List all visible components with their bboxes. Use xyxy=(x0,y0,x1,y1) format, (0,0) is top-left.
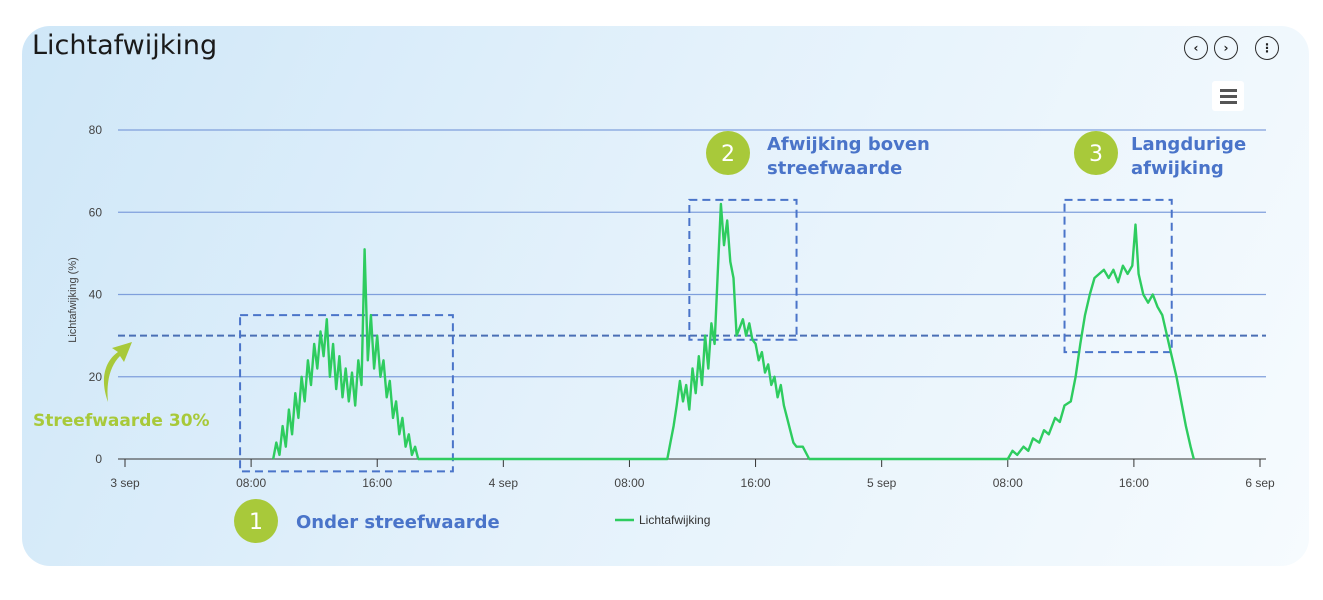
annotation-box-3 xyxy=(1063,198,1173,354)
y-tick-label: 20 xyxy=(89,370,103,384)
callout-badge-3 xyxy=(1074,131,1118,175)
callout-number: 3 xyxy=(1089,142,1103,167)
callout-badge-2 xyxy=(706,131,750,175)
x-tick-label: 3 sep xyxy=(110,476,140,490)
x-tick-label: 08:00 xyxy=(236,476,266,490)
more-vertical-icon: ⋮ xyxy=(1261,41,1273,55)
chart-card xyxy=(22,26,1309,566)
y-tick-label: 80 xyxy=(89,123,103,137)
callout-text: afwijking xyxy=(1131,158,1224,179)
x-tick-label: 16:00 xyxy=(362,476,392,490)
x-axis: 3 sep 08:00 16:00 4 sep 08:00 16:00 5 sep 08:00… xyxy=(110,458,1275,490)
card-title: Lichtafwijking xyxy=(32,30,218,61)
hamburger-menu-icon[interactable] xyxy=(1212,81,1244,111)
callout-number: 1 xyxy=(249,510,263,535)
x-tick-label: 6 sep xyxy=(1245,476,1275,490)
curved-arrow-icon xyxy=(103,342,132,402)
x-tick-label: 4 sep xyxy=(489,476,519,490)
y-tick-label: 40 xyxy=(89,288,103,302)
more-button[interactable]: ⋮ xyxy=(1255,36,1279,60)
y-axis-label: Lichtafwijking (%) xyxy=(67,257,79,343)
y-tick-label: 0 xyxy=(95,452,102,466)
annotation-box-2 xyxy=(688,198,798,341)
y-tick-label: 60 xyxy=(89,205,103,219)
callout-number: 2 xyxy=(721,142,735,167)
callout-badge-1 xyxy=(234,499,278,543)
x-tick-label: 16:00 xyxy=(741,476,771,490)
series xyxy=(272,202,1195,461)
x-tick-label: 08:00 xyxy=(993,476,1023,490)
annotation-box-1 xyxy=(239,314,454,473)
callout-text: Afwijking boven xyxy=(767,134,930,155)
callout-text: streefwaarde xyxy=(767,158,902,179)
x-tick-label: 16:00 xyxy=(1119,476,1149,490)
next-button[interactable]: › xyxy=(1214,36,1238,60)
legend[interactable]: Lichtafwijking xyxy=(615,513,710,527)
annotation-boxes xyxy=(239,198,1173,473)
x-tick-label: 08:00 xyxy=(614,476,644,490)
chevron-left-icon: ‹ xyxy=(1193,41,1199,55)
x-tick-label: 5 sep xyxy=(867,476,897,490)
callout-text: Onder streefwaarde xyxy=(296,512,500,533)
target-label: Streefwaarde 30% xyxy=(33,411,210,431)
chevron-right-icon: › xyxy=(1223,41,1229,55)
y-axis: 0 20 40 60 80 xyxy=(89,123,103,466)
callouts: 1 Onder streefwaarde 2 Afwijking boven stree… xyxy=(234,131,1246,543)
target-label: Streefwaarde 30% xyxy=(33,342,210,431)
series-line-lichtafwijking xyxy=(272,202,1195,461)
legend-label[interactable]: Lichtafwijking xyxy=(639,513,710,527)
prev-button[interactable]: ‹ xyxy=(1184,36,1208,60)
callout-text: Langdurige xyxy=(1131,134,1246,155)
